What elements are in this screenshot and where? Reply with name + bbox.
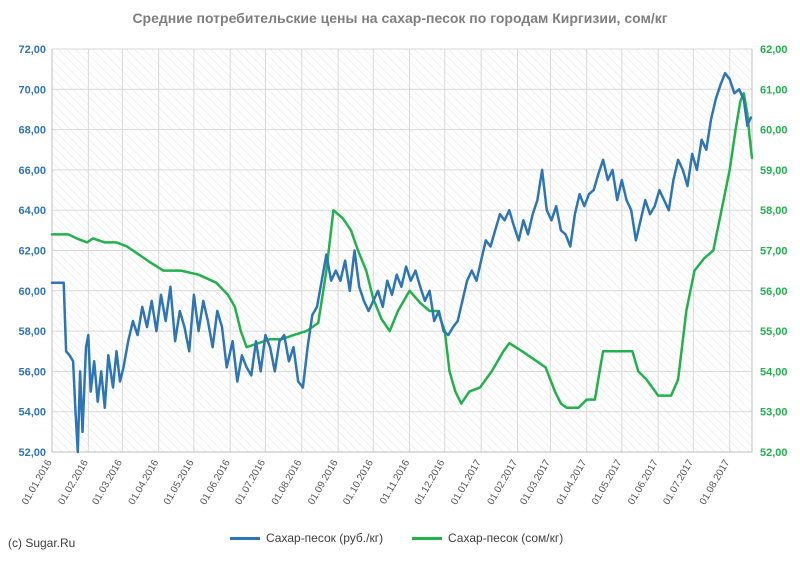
y-right-tick-label: 59,00 (760, 165, 788, 177)
y-right-tick-label: 60,00 (760, 125, 788, 137)
y-right-tick-label: 52,00 (760, 447, 788, 459)
y-left-tick-label: 52,00 (18, 447, 46, 459)
x-tick-label: 01.02.2016 (56, 458, 91, 507)
x-tick-label: 01.06.2017 (626, 458, 661, 507)
legend-item-rub: Сахар-песок (руб./кг) (230, 531, 383, 545)
x-tick-label: 01.04.2016 (127, 458, 162, 507)
y-left-tick-label: 68,00 (18, 125, 46, 137)
y-right-tick-label: 53,00 (760, 407, 788, 419)
y-right-tick-label: 55,00 (760, 326, 788, 338)
y-right-tick-label: 62,00 (760, 44, 788, 56)
x-tick-label: 01.03.2016 (90, 458, 125, 507)
y-right-tick-label: 58,00 (760, 205, 788, 217)
legend-swatch-rub (230, 537, 260, 541)
y-left-tick-label: 58,00 (18, 326, 46, 338)
x-tick-label: 01.05.2017 (590, 458, 625, 507)
x-tick-label: 01.11.2016 (378, 458, 412, 507)
chart-title: Средние потребительские цены на сахар-пе… (132, 10, 668, 26)
x-tick-label: 01.01.2017 (449, 458, 484, 507)
x-tick-label: 01.06.2016 (198, 458, 233, 507)
series-line-rub (50, 71, 753, 454)
x-tick-label: 01.05.2016 (162, 458, 197, 507)
y-left-tick-label: 54,00 (18, 407, 46, 419)
x-tick-label: 01.07.2016 (233, 458, 268, 507)
x-tick-label: 01.08.2016 (270, 458, 305, 507)
legend-swatch-som (412, 537, 442, 541)
credit-text: (c) Sugar.Ru (8, 536, 76, 550)
y-left-tick-label: 60,00 (18, 286, 46, 298)
line-chart: 52,00 54,00 56,00 58,00 60,00 62,00 64,00 66,00… (18, 44, 788, 507)
y-right-tick-label: 61,00 (760, 84, 788, 96)
y-right-tick-label: 54,00 (760, 366, 788, 378)
y-left-tick-label: 72,00 (18, 44, 46, 56)
series-lines (50, 71, 754, 454)
x-tick-label: 01.10.2016 (341, 458, 376, 507)
y-right-tick-label: 57,00 (760, 246, 788, 258)
legend-label-rub: Сахар-песок (руб./кг) (266, 531, 384, 545)
x-tick-label: 01.04.2017 (555, 458, 590, 507)
legend: Сахар-песок (руб./кг) Сахар-песок (сом/к… (0, 531, 800, 551)
y-right-tick-label: 56,00 (760, 286, 788, 298)
x-tick-label: 01.09.2016 (306, 458, 341, 507)
x-tick-label: 01.02.2017 (486, 458, 521, 507)
x-tick-label: 01.07.2017 (661, 458, 696, 507)
x-tick-label: 01.03.2017 (518, 458, 553, 507)
y-left-tick-label: 62,00 (18, 246, 46, 258)
legend-item-som: Сахар-песок (сом/кг) (412, 531, 563, 545)
y-left-tick-label: 56,00 (18, 366, 46, 378)
legend-label-som: Сахар-песок (сом/кг) (448, 531, 564, 545)
x-tick-label: 01.08.2017 (698, 458, 733, 507)
y-left-tick-label: 66,00 (18, 165, 46, 177)
y-left-tick-label: 64,00 (18, 205, 46, 217)
x-tick-label: 01.01.2016 (20, 458, 55, 507)
y-left-tick-label: 70,00 (18, 84, 46, 96)
x-tick-label: 01.12.2016 (413, 458, 448, 507)
